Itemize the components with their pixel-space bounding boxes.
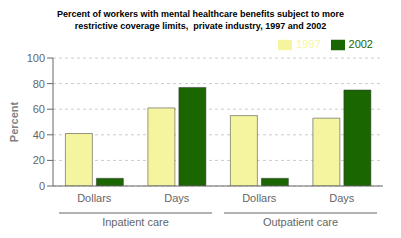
html-text:Percent of workers with mental: Percent of workers with mental healthcar… bbox=[57, 9, 344, 19]
svg-text:Dollars: Dollars bbox=[242, 192, 277, 204]
svg-text:20: 20 bbox=[33, 154, 45, 166]
svg-text:60: 60 bbox=[33, 103, 45, 115]
html-text:2002: 2002 bbox=[348, 38, 373, 50]
html-text:1997: 1997 bbox=[296, 38, 321, 50]
html-text:restrictive coverage limits, p: restrictive coverage limits, private ind… bbox=[74, 21, 327, 31]
svg-text:Days: Days bbox=[329, 192, 355, 204]
svg-text:Outpatient care: Outpatient care bbox=[263, 216, 338, 228]
svg-text:Percent: Percent bbox=[8, 101, 20, 142]
svg-text:Dollars: Dollars bbox=[77, 192, 112, 204]
svg-text:0: 0 bbox=[39, 180, 45, 192]
svg-text:100: 100 bbox=[27, 52, 45, 64]
svg-text:40: 40 bbox=[33, 129, 45, 141]
svg-text:Inpatient care: Inpatient care bbox=[102, 216, 169, 228]
svg-text:80: 80 bbox=[33, 78, 45, 90]
svg-text:Days: Days bbox=[164, 192, 190, 204]
